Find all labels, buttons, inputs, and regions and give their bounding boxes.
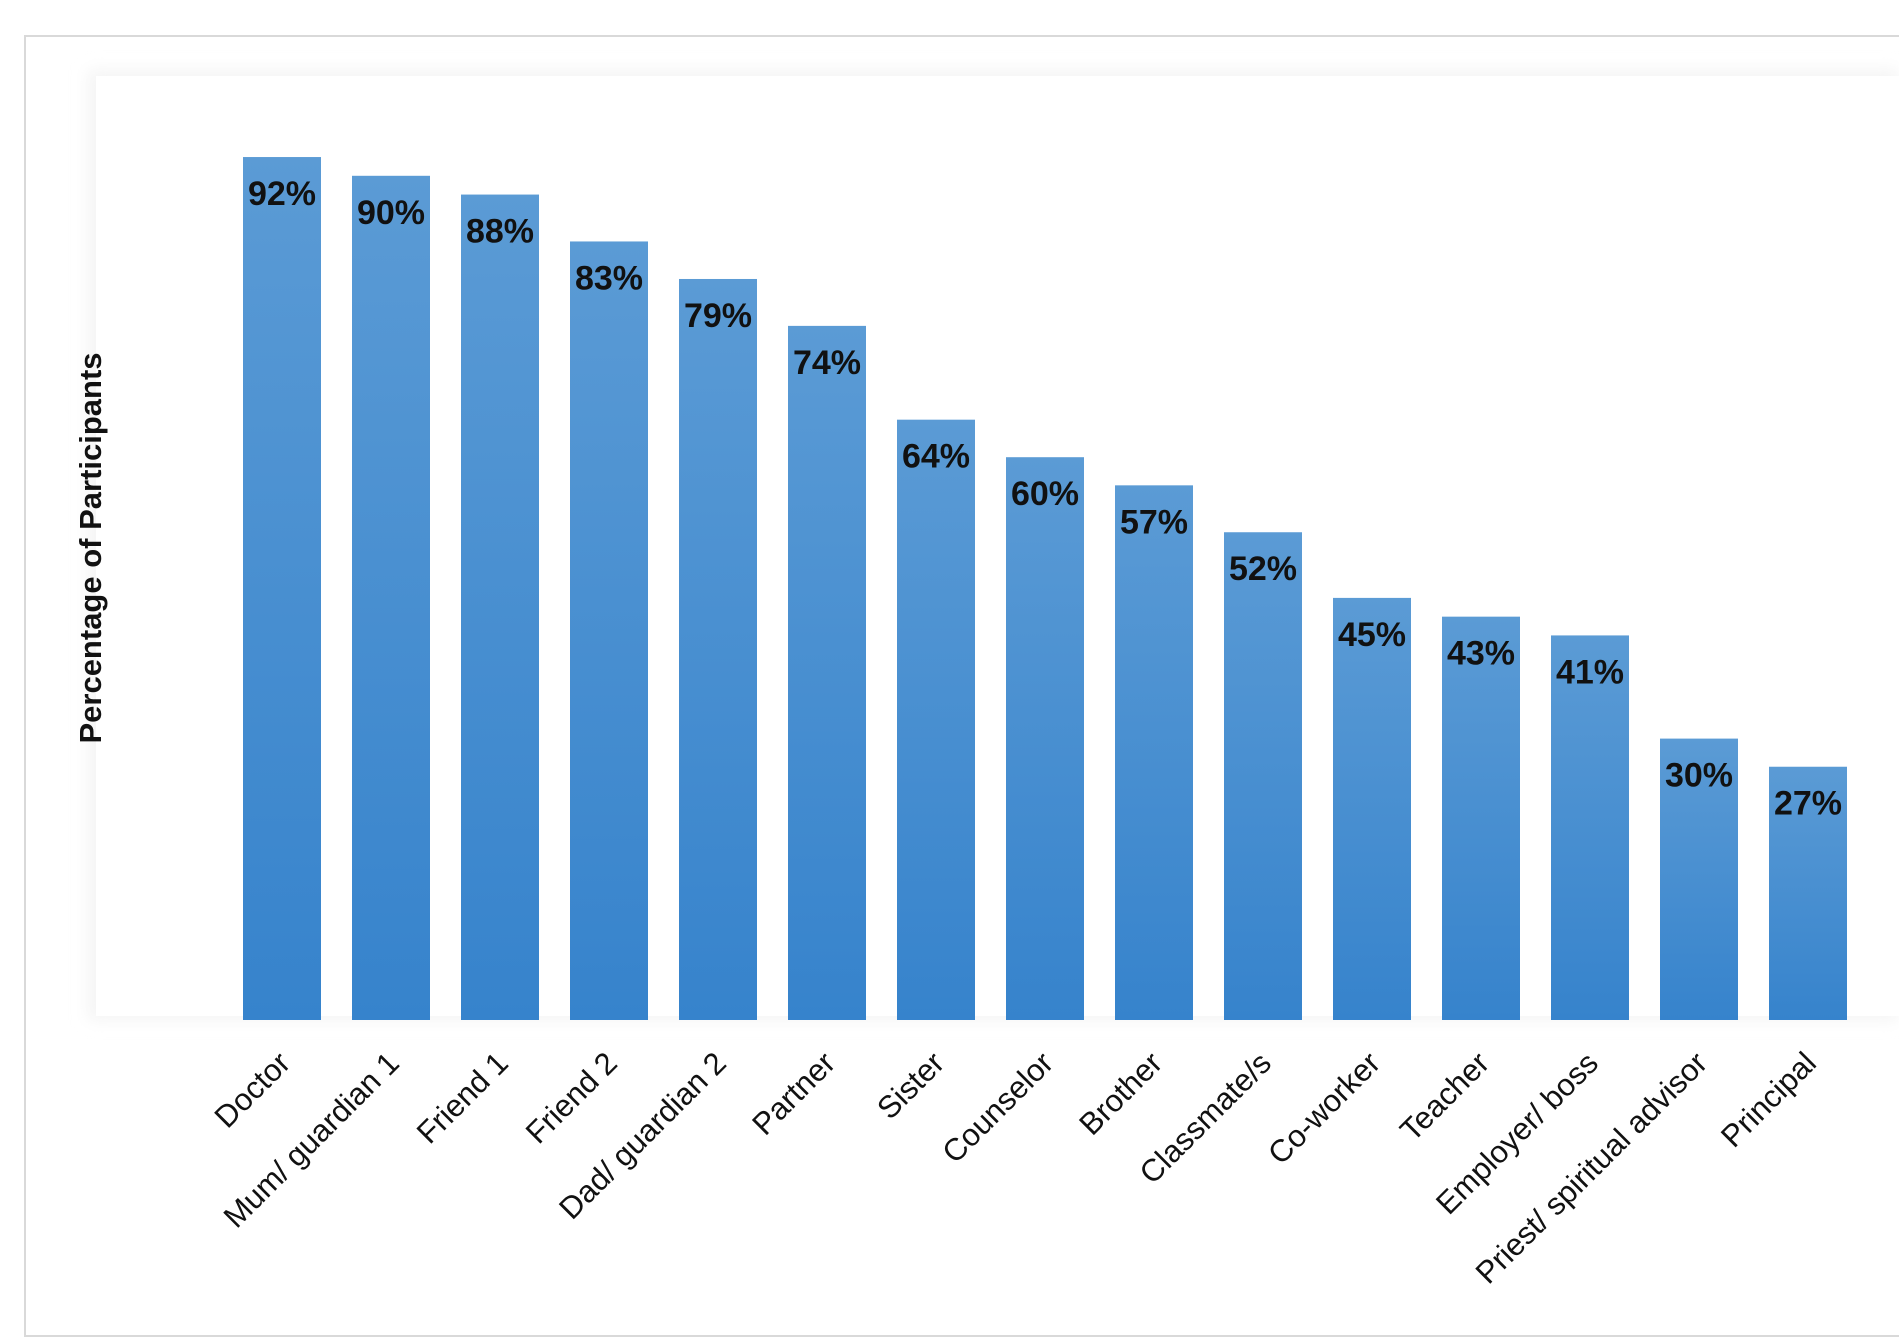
bar-mum-guardian-1 [352, 175, 430, 1021]
data-label: 88% [466, 213, 534, 251]
bar-co-worker [1333, 597, 1411, 1020]
x-tick-label: Sister [870, 1045, 951, 1126]
bar-principal [1769, 766, 1847, 1020]
data-label: 74% [793, 344, 861, 382]
data-label: 90% [357, 194, 425, 232]
data-label: 27% [1774, 785, 1842, 823]
bar-dad-guardian-2 [679, 278, 757, 1021]
x-tick-label: Brother [1072, 1045, 1169, 1142]
data-label: 83% [575, 259, 643, 297]
data-label: 57% [1120, 503, 1188, 541]
x-tick-label: Friend 1 [410, 1045, 515, 1150]
bar-labels-layer: 92% 90% 88% 83% 79% 74% 64% 60% 57% 52% 45% 43% 41% 3… [248, 175, 1842, 823]
data-label: 52% [1229, 550, 1297, 588]
data-label: 60% [1011, 475, 1079, 513]
data-label: 92% [248, 175, 316, 213]
bar-counselor [1006, 457, 1084, 1020]
y-axis-title: Percentage of Participants [73, 352, 108, 743]
data-label: 43% [1447, 635, 1515, 673]
data-label: 45% [1338, 616, 1406, 654]
x-tick-label: Partner [745, 1045, 842, 1142]
x-tick-label: Doctor [208, 1045, 297, 1134]
bar-employer-boss [1551, 635, 1629, 1020]
bar-friend-1 [461, 194, 539, 1020]
x-tick-label: Co-worker [1261, 1045, 1387, 1171]
bar-priest-spiritual-advisor [1660, 738, 1738, 1020]
bar-doctor [243, 157, 321, 1021]
data-label: 79% [684, 297, 752, 335]
data-label: 64% [902, 438, 970, 476]
data-label: 30% [1665, 757, 1733, 795]
x-tick-label: Principal [1714, 1045, 1823, 1154]
bar-sister [897, 419, 975, 1020]
bar-brother [1115, 485, 1193, 1021]
bar-classmate-s [1224, 532, 1302, 1020]
x-tick-label: Teacher [1393, 1045, 1496, 1148]
data-label: 41% [1556, 653, 1624, 691]
bars-layer [243, 157, 1847, 1021]
x-tick-label: Friend 2 [519, 1045, 624, 1150]
x-tick-label: Counselor [935, 1045, 1060, 1170]
bar-partner [788, 325, 866, 1020]
bar-friend-2 [570, 241, 648, 1020]
bar-teacher [1442, 616, 1520, 1020]
